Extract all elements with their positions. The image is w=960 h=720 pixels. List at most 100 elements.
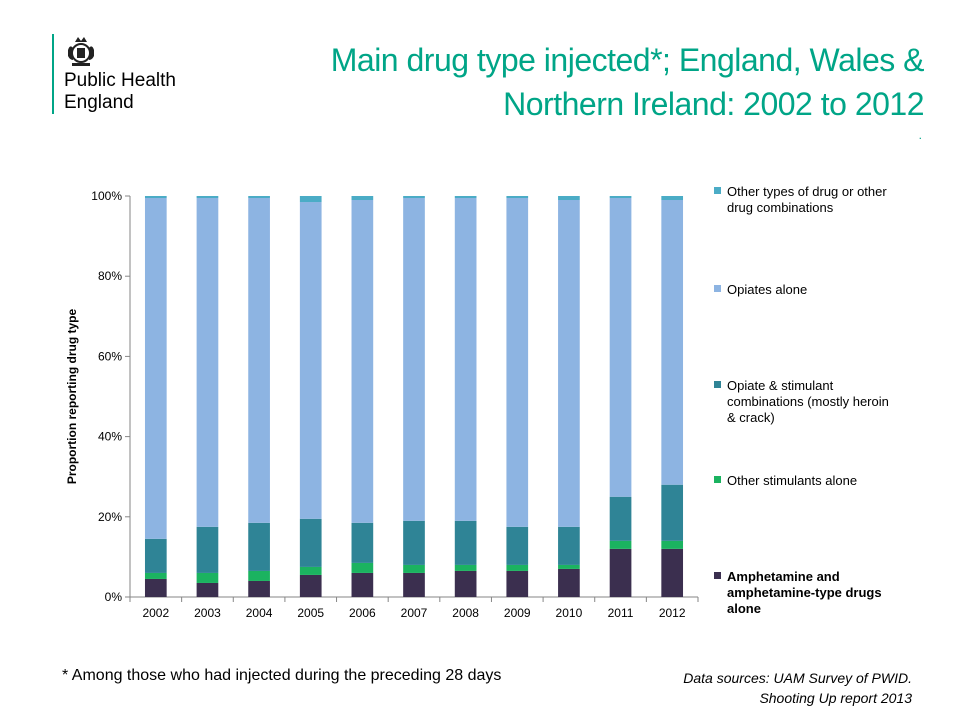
bar-segment-2011-series-2 xyxy=(609,496,632,541)
legend-label: Opiates alone xyxy=(727,282,807,297)
bar-segment-2010-series-3 xyxy=(558,200,580,527)
bar-segment-2005-series-1 xyxy=(299,566,322,575)
bar-segment-2003-series-2 xyxy=(196,526,219,573)
y-axis-label: Proportion reporting drug type xyxy=(65,309,79,485)
slide-title-line1: Main drug type injected*; England, Wales… xyxy=(330,42,925,78)
bar-segment-2012-series-1 xyxy=(661,540,684,549)
legend-swatch xyxy=(714,187,721,194)
slide-title: Main drug type injected*; England, Wales… xyxy=(224,38,925,126)
bar-segment-2003-series-4 xyxy=(196,196,219,199)
royal-coat-of-arms-icon xyxy=(68,37,94,66)
bar-segment-2006-series-3 xyxy=(351,200,374,523)
x-tick-label: 2003 xyxy=(194,606,221,620)
bar-segment-2011-series-1 xyxy=(609,540,632,549)
bar-segment-2009-series-1 xyxy=(506,564,529,571)
y-tick-label: 100% xyxy=(91,189,122,203)
bar-segment-2002-series-1 xyxy=(144,572,167,579)
footnote: * Among those who had injected during th… xyxy=(62,667,502,684)
bar-segment-2010-series-0 xyxy=(558,568,580,597)
x-tick-label: 2007 xyxy=(401,606,428,620)
bar-segment-2010-series-4 xyxy=(558,196,580,201)
bar-segment-2009-series-3 xyxy=(506,198,529,527)
bar-segment-2002-series-2 xyxy=(144,538,167,573)
y-tick-label: 20% xyxy=(98,510,122,524)
y-tick-label: 60% xyxy=(98,349,122,363)
bar-segment-2012-series-3 xyxy=(661,200,684,485)
x-tick-label: 2005 xyxy=(297,606,324,620)
bar-segment-2010-series-2 xyxy=(558,526,580,565)
bar-segment-2011-series-4 xyxy=(609,196,632,199)
bar-segment-2011-series-0 xyxy=(609,548,632,597)
y-tick-label: 40% xyxy=(98,430,122,444)
bar-segment-2004-series-1 xyxy=(248,570,270,581)
bar-segment-2002-series-4 xyxy=(144,196,167,199)
data-sources: Data sources: UAM Survey of PWID. Shooti… xyxy=(683,668,912,708)
bar-segment-2008-series-1 xyxy=(454,564,477,571)
bar-segment-2004-series-2 xyxy=(248,522,270,571)
x-tick-label: 2004 xyxy=(246,606,273,620)
y-tick-label: 80% xyxy=(98,269,122,283)
legend-label: & crack) xyxy=(727,410,775,425)
bar-segment-2007-series-1 xyxy=(403,564,425,573)
legend-label: drug combinations xyxy=(727,200,834,215)
slide-title-line2: Northern Ireland: 2002 to 2012 xyxy=(503,86,924,122)
bar-segment-2003-series-0 xyxy=(196,582,219,597)
legend-label: alone xyxy=(727,601,761,616)
bar-segment-2004-series-0 xyxy=(248,580,270,597)
brand-name-line2: England xyxy=(64,92,134,113)
bar-segment-2008-series-0 xyxy=(454,570,477,597)
x-tick-label: 2006 xyxy=(349,606,376,620)
bar-segment-2012-series-0 xyxy=(661,548,684,597)
bar-segment-2007-series-3 xyxy=(403,198,425,521)
legend-label: Amphetamine and xyxy=(727,569,840,584)
bar-segment-2007-series-0 xyxy=(403,572,425,597)
bar-segment-2004-series-4 xyxy=(248,196,270,199)
bar-segment-2007-series-4 xyxy=(403,196,425,199)
legend-label: Other stimulants alone xyxy=(727,473,857,488)
y-tick-label: 0% xyxy=(105,590,123,604)
bar-segment-2006-series-4 xyxy=(351,196,374,201)
brand-name-line1: Public Health xyxy=(64,70,176,91)
legend-swatch xyxy=(714,285,721,292)
bar-segment-2004-series-3 xyxy=(248,198,270,523)
legend-swatch xyxy=(714,476,721,483)
legend-swatch xyxy=(714,381,721,388)
bar-segment-2008-series-2 xyxy=(454,520,477,565)
bar-segment-2003-series-3 xyxy=(196,198,219,527)
bar-segment-2007-series-2 xyxy=(403,520,425,565)
bar-segment-2009-series-0 xyxy=(506,570,529,597)
data-sources-line1: Data sources: UAM Survey of PWID. xyxy=(683,670,912,686)
phe-logo: Public Health England xyxy=(52,34,212,124)
x-tick-label: 2008 xyxy=(452,606,479,620)
bar-segment-2006-series-0 xyxy=(351,572,374,597)
bar-segment-2008-series-4 xyxy=(454,196,477,199)
x-tick-label: 2010 xyxy=(556,606,583,620)
bar-segment-2012-series-4 xyxy=(661,196,684,201)
brand-name: Public Health England xyxy=(64,70,176,114)
bar-segment-2006-series-1 xyxy=(351,562,374,573)
legend-label: Opiate & stimulant xyxy=(727,378,834,393)
bar-segment-2011-series-3 xyxy=(609,198,632,497)
x-tick-label: 2011 xyxy=(608,606,634,620)
x-tick-label: 2009 xyxy=(504,606,531,620)
logo-divider xyxy=(52,34,54,114)
bar-segment-2003-series-1 xyxy=(196,572,219,583)
slide-title-dot: . xyxy=(918,128,922,142)
bar-segment-2012-series-2 xyxy=(661,484,684,541)
x-tick-label: 2002 xyxy=(142,606,169,620)
bar-segment-2002-series-3 xyxy=(144,198,167,539)
legend-label: amphetamine-type drugs xyxy=(727,585,882,600)
bar-segment-2005-series-4 xyxy=(299,196,322,203)
legend-label: Other types of drug or other xyxy=(727,184,887,199)
bar-segment-2009-series-4 xyxy=(506,196,529,199)
data-sources-line2: Shooting Up report 2013 xyxy=(759,690,912,706)
bar-segment-2005-series-3 xyxy=(299,202,322,519)
bar-segment-2010-series-1 xyxy=(558,564,580,569)
x-tick-label: 2012 xyxy=(659,606,686,620)
bar-segment-2009-series-2 xyxy=(506,526,529,565)
bar-segment-2008-series-3 xyxy=(454,198,477,521)
bar-segment-2002-series-0 xyxy=(144,578,167,597)
legend-swatch xyxy=(714,572,721,579)
bar-segment-2006-series-2 xyxy=(351,522,374,563)
